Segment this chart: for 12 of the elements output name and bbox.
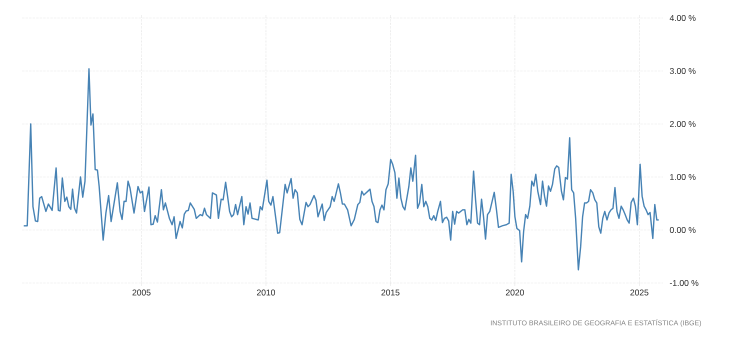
x-tick-label: 2010 [256,290,276,296]
x-tick-label: 2025 [630,290,648,296]
y-tick-label: 1.00 % [670,174,696,180]
x-tick-label: 2020 [506,290,524,296]
y-tick-label: 3.00 % [670,68,696,74]
y-tick-label: 4.00 % [670,15,696,21]
y-tick-label: -1.00 % [670,280,698,286]
x-tick-label: 2015 [381,290,400,296]
y-tick-label: 2.00 % [670,121,696,127]
y-tick-label: 0.00 % [670,227,696,233]
x-tick-label: 2005 [132,290,151,296]
line-series [23,68,660,270]
